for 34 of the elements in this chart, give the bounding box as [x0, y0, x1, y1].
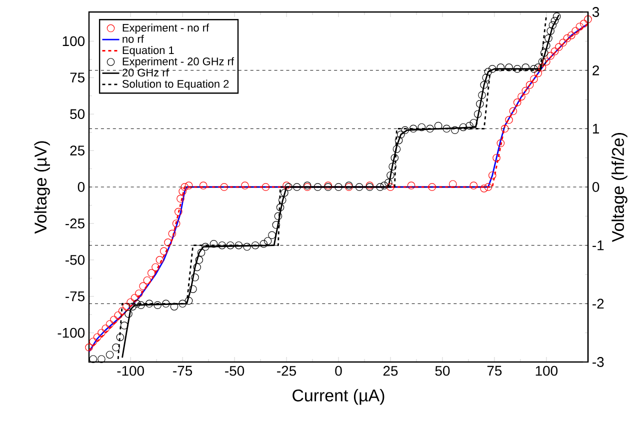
- x-tick-label: 50: [435, 366, 450, 376]
- legend-label: Solution to Equation 2: [122, 80, 229, 90]
- legend-label: no rf: [122, 34, 144, 43]
- x-tick-label: -75: [173, 366, 192, 376]
- y-tick-label: -75: [66, 292, 84, 302]
- y-tick-label: 25: [70, 146, 84, 156]
- x-tick-label: 100: [536, 366, 558, 376]
- y2-tick-label: -2: [592, 298, 604, 309]
- y-tick-label: 75: [70, 72, 84, 82]
- y2-tick-label: 0: [592, 182, 600, 192]
- legend-label: Experiment - 20 GHz rf: [122, 57, 234, 68]
- x-tick-label: 75: [487, 366, 502, 376]
- y2-tick-label: -1: [592, 240, 604, 250]
- x-tick-label: 25: [383, 366, 398, 376]
- y2-tick-label: -3: [592, 357, 604, 367]
- y-tick-label: -25: [66, 218, 84, 228]
- y-tick-label: -100: [58, 328, 85, 338]
- x-tick-label: -50: [225, 366, 244, 376]
- legend-label: 20 GHz rf: [122, 68, 169, 77]
- y-tick-label: 0: [78, 182, 85, 192]
- y-tick-label: 50: [70, 109, 85, 120]
- y2-tick-label: 3: [592, 7, 600, 17]
- x-tick-label: -25: [277, 366, 296, 376]
- legend-label: Equation 1: [122, 46, 174, 56]
- y2-tick-label: 2: [592, 65, 599, 76]
- x-axis-title: Current (µA): [292, 389, 384, 405]
- x-tick-label: 0: [335, 366, 342, 376]
- y-tick-label: 100: [62, 36, 85, 46]
- legend-label: Experiment - no rf: [122, 24, 210, 34]
- y2-axis-title: Voltage (hf/2e): [612, 132, 628, 242]
- x-tick-label: -100: [117, 366, 144, 376]
- y-axis-title: Voltage (µV): [34, 141, 50, 234]
- y-tick-label: -50: [66, 254, 85, 265]
- y2-tick-label: 1: [592, 124, 600, 134]
